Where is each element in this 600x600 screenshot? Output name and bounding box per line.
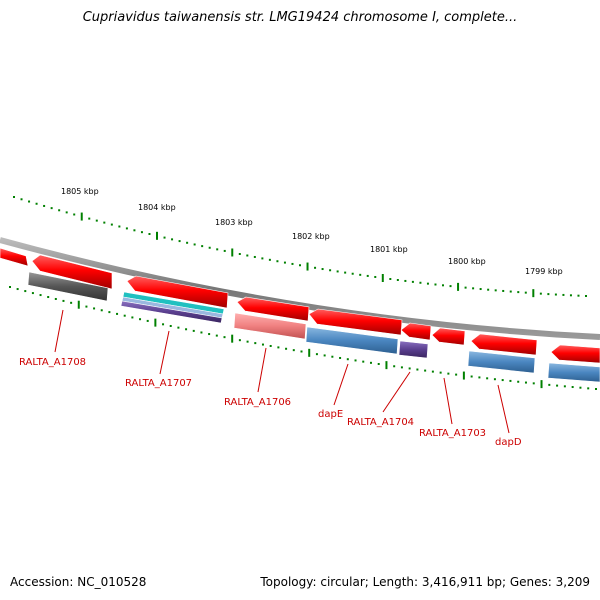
gene-labels: RALTA_A1708 RALTA_A1707 RALTA_A1706 dapE… (19, 357, 522, 448)
connector-dapE (333, 363, 349, 406)
forward-scale-ticks (13, 196, 587, 298)
gene-label-RALTA_A1704: RALTA_A1704 (347, 417, 414, 428)
cds-RALTA_A1708 (27, 271, 109, 302)
genome-summary-text: Topology: circular; Length: 3,416,911 bp… (260, 575, 590, 589)
cds-dapE (305, 326, 399, 355)
gene-arrow (0, 247, 29, 267)
cds-RALTA_A1704 (398, 340, 429, 359)
scale-label-1800: 1800 kbp (448, 257, 486, 266)
cds-partial (547, 362, 600, 383)
cds-features (27, 271, 600, 383)
scale-label-1805: 1805 kbp (61, 187, 99, 196)
connector-RALTA_A1703 (443, 377, 453, 425)
cds-dapD (467, 350, 536, 374)
gene-label-RALTA_A1703: RALTA_A1703 (419, 428, 486, 439)
gene-label-RALTA_A1706: RALTA_A1706 (224, 397, 291, 408)
scale-label-1802: 1802 kbp (292, 232, 330, 241)
gene-arrow-RALTA_A1708 (31, 254, 113, 290)
map-title: Cupriavidus taiwanensis str. LMG19424 ch… (82, 10, 518, 25)
scale-label-1803: 1803 kbp (215, 218, 253, 227)
label-connectors (54, 309, 510, 434)
cds-RALTA_A1706 (233, 312, 307, 340)
gene-arrow-RALTA_A1707 (126, 275, 229, 309)
scale-label-1801: 1801 kbp (370, 245, 408, 254)
gene-arrow-RALTA_A1706 (236, 296, 310, 322)
connector-RALTA_A1704 (382, 371, 411, 413)
gene-arrows (0, 247, 600, 364)
gene-label-RALTA_A1708: RALTA_A1708 (19, 357, 86, 368)
reverse-scale-ticks (9, 286, 597, 390)
scale-label-1804: 1804 kbp (138, 203, 176, 212)
gene-arrow-partial (550, 344, 600, 364)
gene-label-RALTA_A1707: RALTA_A1707 (125, 378, 192, 389)
connector-dapD (497, 384, 510, 434)
gene-label-dapD: dapD (495, 437, 522, 448)
scale-label-1799: 1799 kbp (525, 267, 563, 276)
gene-arrow-dapE (308, 308, 403, 336)
chromosome-backbone (0, 237, 600, 340)
connector-RALTA_A1707 (159, 330, 170, 375)
scale-labels: 1805 kbp 1804 kbp 1803 kbp 1802 kbp 1801… (61, 187, 563, 276)
gene-arrow-RALTA_A1704 (400, 322, 432, 341)
connector-RALTA_A1706 (257, 347, 267, 393)
connector-RALTA_A1708 (54, 309, 64, 353)
gene-label-dapE: dapE (318, 409, 343, 420)
gene-arrow-RALTA_A1703 (431, 327, 466, 346)
accession-text: Accession: NC_010528 (10, 575, 147, 589)
gene-arrow-dapD (470, 333, 538, 356)
cds-RALTA_A1707-bottom (120, 300, 223, 324)
